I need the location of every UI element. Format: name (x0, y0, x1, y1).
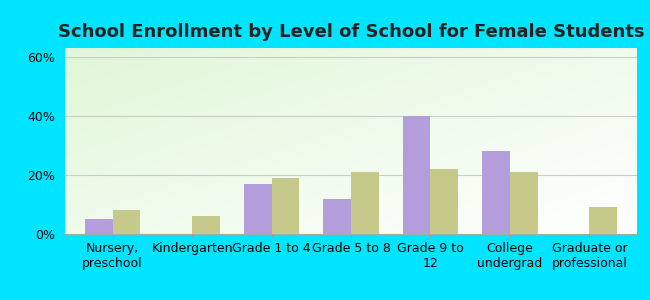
Bar (272, 178, 300, 234)
Bar (590, 207, 617, 234)
Bar (402, 116, 430, 234)
Bar (351, 172, 379, 234)
Bar (510, 172, 538, 234)
Bar (482, 151, 510, 234)
Title: School Enrollment by Level of School for Female Students: School Enrollment by Level of School for… (58, 23, 644, 41)
Bar (112, 210, 140, 234)
Bar (323, 199, 351, 234)
Bar (192, 216, 220, 234)
Bar (85, 219, 112, 234)
Bar (430, 169, 458, 234)
Bar (244, 184, 272, 234)
